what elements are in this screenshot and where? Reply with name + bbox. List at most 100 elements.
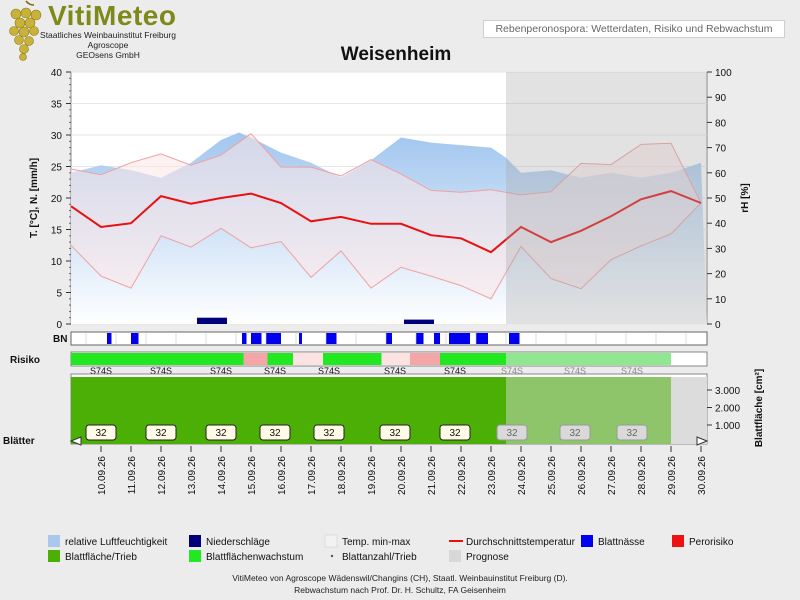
legend-label-6: Blattfläche/Trieb xyxy=(65,552,137,563)
leaf-count-value-9: 32 xyxy=(626,428,638,439)
y-axis-label: T. [°C], N. [mm/h] xyxy=(29,158,40,238)
leaf-count-box-3 xyxy=(259,424,291,441)
ytick-label-10: 10 xyxy=(51,257,63,268)
arrow-right-icon xyxy=(696,436,709,446)
leaf-wetness-mark-7 xyxy=(386,333,392,344)
leaf-wetness-mark-1 xyxy=(131,333,139,344)
leaf-count-value-8: 32 xyxy=(569,428,581,439)
grape-icon xyxy=(9,0,42,61)
leaf-count-box-5 xyxy=(379,424,411,441)
risk-segment-5 xyxy=(381,353,410,365)
y2tick-label-0: 0 xyxy=(715,320,721,331)
leaf-wetness-mark-5 xyxy=(299,333,302,344)
y2tick-label-60: 60 xyxy=(715,169,727,180)
legend-swatch-1 xyxy=(189,535,201,547)
leaf-wetness-mark-4 xyxy=(266,333,281,344)
y3tick-label-2: 3.000 xyxy=(715,386,740,397)
temp-min-line xyxy=(70,202,702,300)
xtick-label-15: 25.09.26 xyxy=(547,456,558,495)
leaf-count-value-4: 32 xyxy=(323,428,335,439)
y2tick-label-70: 70 xyxy=(715,144,727,155)
risk-code-label-6: S74S xyxy=(444,366,466,376)
risk-code-label-2: S74S xyxy=(210,366,232,376)
leaf-wetness-mark-12 xyxy=(509,333,520,344)
legend-label-3: Durchschnittstemperatur xyxy=(466,537,576,548)
risk-segment-8 xyxy=(506,353,671,365)
legend-swatch-6 xyxy=(48,550,60,562)
temp-mean-line xyxy=(70,190,702,254)
leaf-wetness-mark-2 xyxy=(242,333,247,344)
y2tick-label-100: 100 xyxy=(715,68,732,79)
risk-code-label-4: S74S xyxy=(318,366,340,376)
legend-label-8: Blattanzahl/Trieb xyxy=(342,552,417,563)
xtick-label-18: 28.09.26 xyxy=(637,456,648,495)
risk-code-label-9: S74S xyxy=(621,366,643,376)
legend-swatch-9 xyxy=(449,550,461,562)
risk-segment-6 xyxy=(410,353,440,365)
chart-title: Weisenheim xyxy=(341,44,452,65)
xtick-label-2: 12.09.26 xyxy=(157,456,168,495)
xtick-label-6: 16.09.26 xyxy=(277,456,288,495)
risk-code-label-3: S74S xyxy=(264,366,286,376)
leaf-count-value-1: 32 xyxy=(155,428,167,439)
risk-segment-3 xyxy=(293,353,323,365)
y3-axis-label: Blattfläche [cm²] xyxy=(754,369,765,447)
leaf-wetness-mark-3 xyxy=(251,333,262,344)
ytick-label-35: 35 xyxy=(51,100,63,111)
xtick-label-0: 10.09.26 xyxy=(97,456,108,495)
xtick-label-1: 11.09.26 xyxy=(127,456,138,495)
y2tick-label-10: 10 xyxy=(715,295,727,306)
ytick-label-40: 40 xyxy=(51,68,63,79)
xtick-label-5: 15.09.26 xyxy=(247,456,258,495)
leaf-count-box-9 xyxy=(616,424,648,441)
legend-swatch-8 xyxy=(330,554,334,558)
leaf-wetness-mark-6 xyxy=(326,333,337,344)
xtick-label-4: 14.09.26 xyxy=(217,456,228,495)
y2tick-label-80: 80 xyxy=(715,118,727,129)
leaf-count-box-6 xyxy=(439,424,471,441)
risiko-label: Risiko xyxy=(10,355,40,366)
risk-code-label-8: S74S xyxy=(564,366,586,376)
precip-bar-1 xyxy=(404,319,434,324)
xtick-label-17: 27.09.26 xyxy=(607,456,618,495)
legend-label-4: Blattnässe xyxy=(598,537,645,548)
leaf-wetness-mark-10 xyxy=(449,333,470,344)
xtick-label-13: 23.09.26 xyxy=(487,456,498,495)
leaf-wetness-mark-0 xyxy=(107,333,112,344)
legend-swatch-0 xyxy=(48,535,60,547)
footer-line-2: Rebwachstum nach Prof. Dr. H. Schultz, F… xyxy=(294,585,506,595)
xtick-label-7: 17.09.26 xyxy=(307,456,318,495)
legend-label-5: Perorisiko xyxy=(689,537,734,548)
logo-line-2: Agroscope xyxy=(87,40,129,50)
ytick-label-30: 30 xyxy=(51,131,63,142)
leaf-count-box-7 xyxy=(496,424,528,441)
risk-code-label-0: S74S xyxy=(90,366,112,376)
xtick-label-20: 30.09.26 xyxy=(697,456,708,495)
report-title: Rebenperonospora: Wetterdaten, Risiko un… xyxy=(483,20,785,38)
leaf-count-value-6: 32 xyxy=(449,428,461,439)
logo-line-1: Staatliches Weinbauinstitut Freiburg xyxy=(40,30,176,40)
y2tick-label-50: 50 xyxy=(715,194,727,205)
legend-label-2: Temp. min-max xyxy=(342,537,410,548)
leaf-count-value-7: 32 xyxy=(506,428,518,439)
xtick-label-12: 22.09.26 xyxy=(457,456,468,495)
legend-label-7: Blattflächenwachstum xyxy=(206,552,303,563)
ytick-label-15: 15 xyxy=(51,226,63,237)
xtick-label-16: 26.09.26 xyxy=(577,456,588,495)
xtick-label-11: 21.09.26 xyxy=(427,456,438,495)
leaf-count-value-5: 32 xyxy=(389,428,401,439)
legend-label-9: Prognose xyxy=(466,552,509,563)
leaf-count-box-4 xyxy=(313,424,345,441)
leaf-count-box-2 xyxy=(205,424,237,441)
ytick-label-25: 25 xyxy=(51,163,63,174)
forecast-overlay-main xyxy=(506,72,707,324)
arrow-left-icon xyxy=(69,436,82,446)
risk-code-label-7: S74S xyxy=(501,366,523,376)
temp-range-band xyxy=(71,133,701,299)
blaetter-label: Blätter xyxy=(3,436,35,447)
xtick-label-3: 13.09.26 xyxy=(187,456,198,495)
legend-label-1: Niederschläge xyxy=(206,537,270,548)
y2tick-label-30: 30 xyxy=(715,244,727,255)
risk-segment-7 xyxy=(440,353,506,365)
